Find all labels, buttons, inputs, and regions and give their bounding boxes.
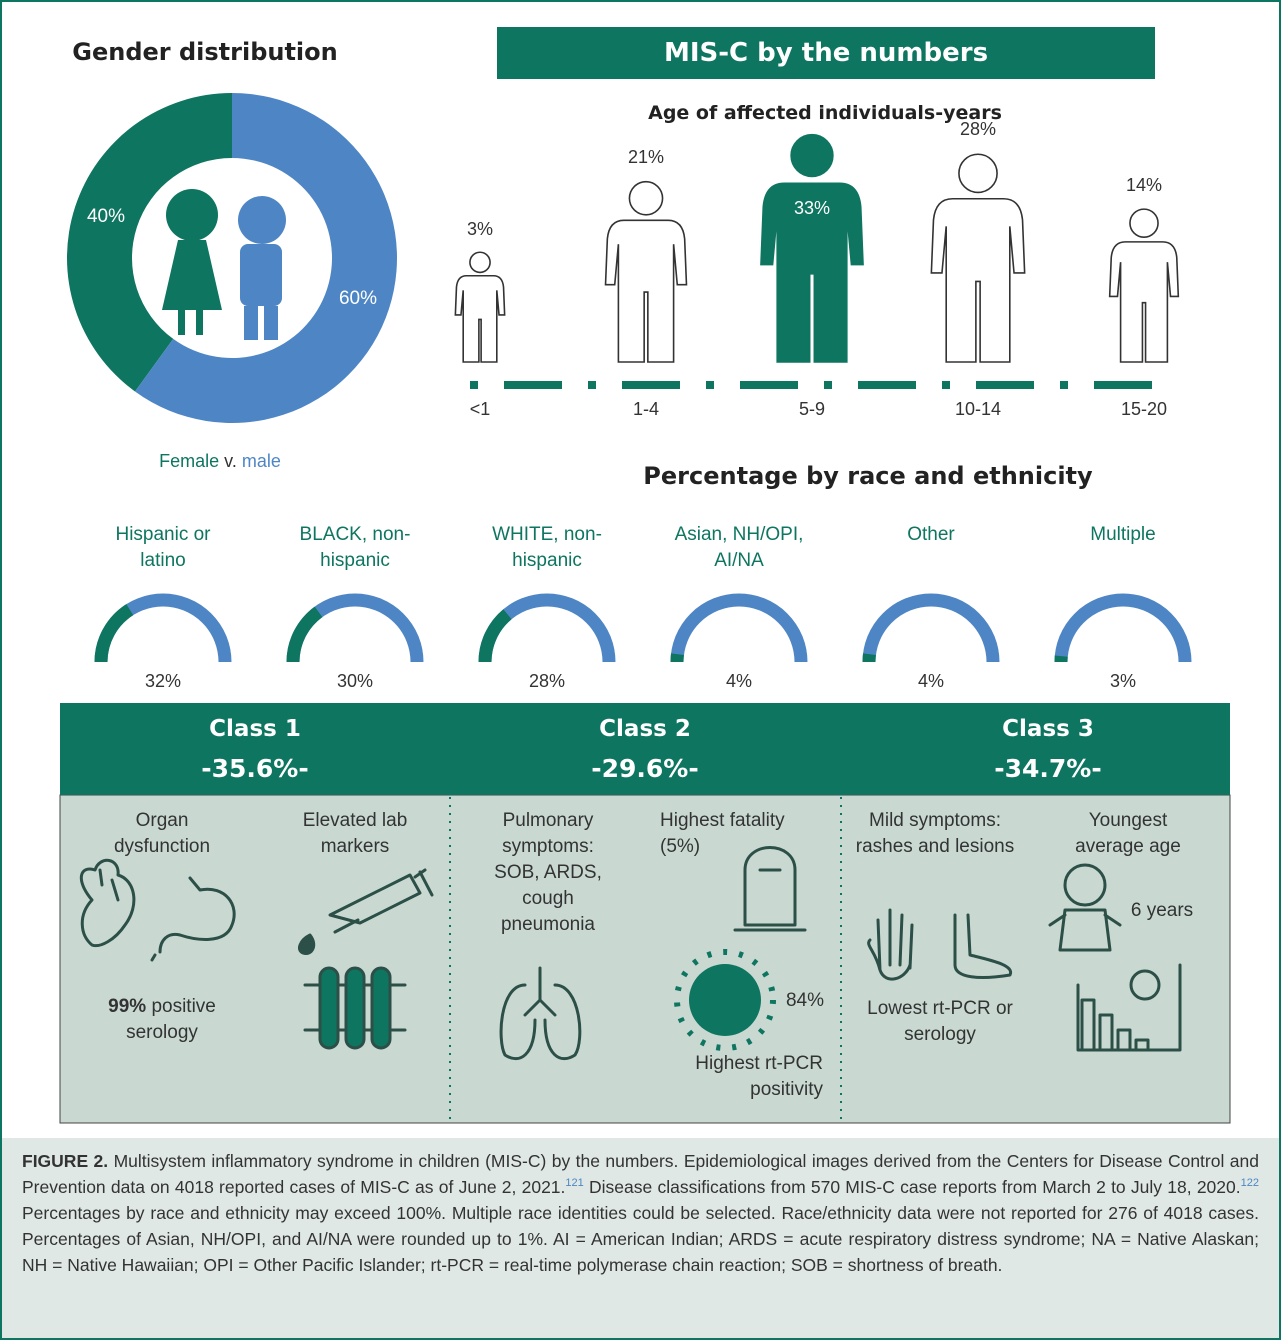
value-label: 28%	[507, 668, 587, 694]
category-label: 5-9	[767, 396, 857, 422]
caption: FIGURE 2. Multisystem inflammatory syndr…	[22, 1148, 1259, 1278]
category-label: BLACK, non-hispanic	[283, 522, 428, 574]
legend-label: Female	[159, 451, 219, 471]
note: Lowest rt-PCR or serology	[860, 996, 1020, 1048]
legend-label: male	[242, 451, 281, 471]
person-body	[1110, 242, 1179, 362]
category-label: WHITE, non-hispanic	[475, 522, 620, 574]
gauge-track	[1061, 600, 1185, 662]
gauge-value	[101, 610, 130, 662]
children-icon	[162, 189, 286, 340]
class-name: Class 1	[105, 714, 405, 744]
class-body	[60, 795, 1230, 1123]
value-label: 14%	[1109, 172, 1179, 198]
class-name: Class 3	[898, 714, 1198, 744]
page: MIS-C by the numbers Gender distribution 4…	[0, 0, 1281, 1340]
legend-separator: v.	[224, 451, 237, 471]
test-tubes-icon	[305, 968, 405, 1048]
person	[1110, 209, 1179, 362]
category-label: Hispanic or latino	[91, 522, 236, 574]
value-label: 4%	[699, 668, 779, 694]
value-label: 33%	[777, 195, 847, 221]
category-label: 15-20	[1099, 396, 1189, 422]
reference: 122	[1241, 1177, 1259, 1189]
note: 84%	[775, 988, 835, 1014]
note: Pulmonary symptoms: SOB, ARDS, cough pne…	[488, 808, 608, 938]
value-label: 3%	[1083, 668, 1163, 694]
value-label: 3%	[445, 216, 515, 242]
value-label: 4%	[891, 668, 971, 694]
class-value: -29.6%-	[495, 753, 795, 785]
category-label: 10-14	[933, 396, 1023, 422]
person-head	[470, 252, 490, 272]
caption-text: Percentages by race and ethnicity may ex…	[22, 1203, 1259, 1275]
note: 99% positive serology	[82, 994, 242, 1046]
legend: Female v. male	[90, 448, 350, 474]
person-body	[931, 199, 1024, 362]
note: Elevated lab markers	[285, 808, 425, 860]
class-value: -34.7%-	[898, 753, 1198, 785]
chart-title: Gender distribution	[25, 36, 385, 68]
value-label: 21%	[611, 144, 681, 170]
value-label: 28%	[943, 116, 1013, 142]
note: Highest fatality (5%)	[660, 808, 810, 860]
person-head	[629, 182, 662, 215]
category-label: Other	[859, 522, 1004, 548]
category-label: Asian, NH/OPI, AI/NA	[667, 522, 812, 574]
donut-segment	[67, 93, 232, 391]
person	[931, 154, 1024, 362]
gauge-track	[485, 600, 609, 662]
note: Highest rt-PCR positivity	[663, 1051, 823, 1103]
person-body	[606, 220, 687, 362]
gauge-track	[677, 600, 801, 662]
gauge-track	[869, 600, 993, 662]
note: Organ dysfunction	[97, 808, 227, 860]
note: Mild symptoms: rashes and lesions	[855, 808, 1015, 860]
person-head	[791, 135, 833, 177]
value-label: 40%	[76, 204, 136, 230]
person	[455, 252, 504, 362]
value-label: 60%	[328, 286, 388, 312]
person-head	[1130, 209, 1158, 237]
caption-text: Disease classifications from 570 MIS-C c…	[589, 1177, 1241, 1197]
note: 6 years	[1117, 898, 1207, 924]
value-label: 32%	[123, 668, 203, 694]
class-name: Class 2	[495, 714, 795, 744]
person-head	[959, 154, 997, 192]
gauge-value	[293, 612, 319, 662]
note: Youngest average age	[1063, 808, 1193, 860]
value-label: 30%	[315, 668, 395, 694]
category-label: 1-4	[601, 396, 691, 422]
class-value: -35.6%-	[105, 753, 405, 785]
person	[761, 135, 863, 362]
caption-label: FIGURE 2.	[22, 1151, 108, 1171]
note-bold: 99%	[108, 996, 146, 1017]
chart-title: Percentage by race and ethnicity	[568, 460, 1168, 492]
category-label: Multiple	[1051, 522, 1196, 548]
category-label: <1	[435, 396, 525, 422]
header-title: MIS-C by the numbers	[506, 36, 1146, 70]
reference: 121	[565, 1177, 583, 1189]
person-body	[455, 276, 504, 362]
gauge-value	[485, 614, 507, 662]
person	[606, 182, 687, 362]
